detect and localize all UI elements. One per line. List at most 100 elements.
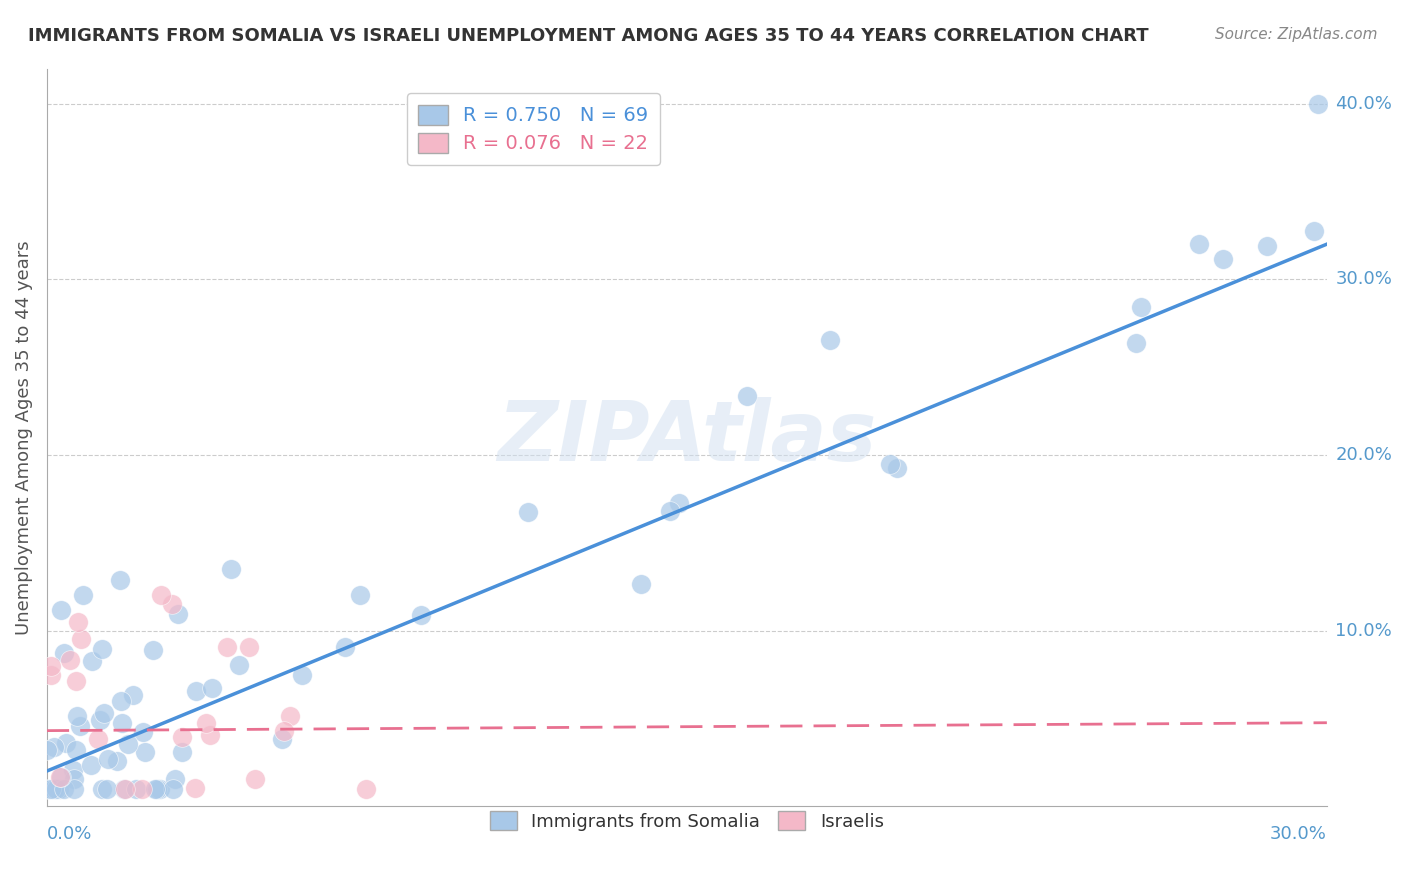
Point	[79, 757, 101, 772]
Point	[45, 781, 67, 796]
Text: 30.0%: 30.0%	[1336, 270, 1392, 288]
Point	[162, 597, 184, 611]
Point	[886, 461, 908, 475]
Point	[96, 781, 118, 796]
Point	[65, 674, 87, 689]
Point	[149, 781, 172, 796]
Point	[1125, 336, 1147, 351]
Point	[122, 688, 145, 702]
Point	[1212, 252, 1234, 266]
Point	[91, 781, 114, 796]
Point	[184, 780, 207, 795]
Point	[820, 333, 842, 347]
Point	[132, 724, 155, 739]
Point	[49, 770, 72, 784]
Point	[49, 603, 72, 617]
Point	[238, 640, 260, 655]
Point	[80, 654, 103, 668]
Point	[1302, 224, 1324, 238]
Legend: Immigrants from Somalia, Israelis: Immigrants from Somalia, Israelis	[479, 800, 894, 841]
Point	[150, 588, 173, 602]
Point	[66, 708, 89, 723]
Point	[411, 608, 433, 623]
Point	[44, 781, 66, 796]
Point	[89, 714, 111, 728]
Point	[195, 715, 218, 730]
Point	[117, 737, 139, 751]
Point	[42, 739, 65, 754]
Point	[278, 709, 301, 723]
Text: Source: ZipAtlas.com: Source: ZipAtlas.com	[1215, 27, 1378, 42]
Point	[228, 658, 250, 673]
Point	[108, 573, 131, 587]
Point	[69, 719, 91, 733]
Point	[93, 706, 115, 721]
Point	[49, 770, 72, 784]
Point	[291, 667, 314, 681]
Point	[167, 607, 190, 622]
Point	[112, 781, 135, 796]
Point	[1188, 237, 1211, 252]
Text: 20.0%: 20.0%	[1336, 446, 1392, 464]
Point	[37, 781, 59, 796]
Point	[55, 736, 77, 750]
Point	[39, 658, 62, 673]
Point	[131, 781, 153, 796]
Point	[63, 781, 86, 796]
Point	[333, 640, 356, 654]
Point	[134, 745, 156, 759]
Point	[172, 745, 194, 759]
Point	[349, 588, 371, 602]
Point	[97, 751, 120, 765]
Point	[69, 632, 91, 647]
Point	[91, 641, 114, 656]
Text: 10.0%: 10.0%	[1336, 622, 1392, 640]
Point	[52, 646, 75, 660]
Point	[658, 504, 681, 518]
Point	[517, 505, 540, 519]
Point	[114, 781, 136, 796]
Point	[162, 781, 184, 796]
Text: 40.0%: 40.0%	[1336, 95, 1392, 112]
Point	[110, 694, 132, 708]
Point	[59, 653, 82, 667]
Point	[67, 615, 90, 629]
Point	[143, 781, 166, 796]
Point	[198, 728, 221, 742]
Point	[1130, 300, 1153, 314]
Point	[186, 684, 208, 698]
Point	[1256, 239, 1278, 253]
Point	[879, 457, 901, 471]
Point	[1308, 96, 1330, 111]
Y-axis label: Unemployment Among Ages 35 to 44 years: Unemployment Among Ages 35 to 44 years	[15, 240, 32, 634]
Text: IMMIGRANTS FROM SOMALIA VS ISRAELI UNEMPLOYMENT AMONG AGES 35 TO 44 YEARS CORREL: IMMIGRANTS FROM SOMALIA VS ISRAELI UNEMP…	[28, 27, 1149, 45]
Point	[62, 763, 84, 777]
Point	[48, 781, 70, 796]
Text: 30.0%: 30.0%	[1270, 824, 1327, 843]
Point	[630, 576, 652, 591]
Point	[201, 681, 224, 696]
Point	[271, 732, 294, 747]
Point	[65, 743, 87, 757]
Point	[243, 772, 266, 786]
Point	[52, 781, 75, 796]
Point	[735, 389, 758, 403]
Point	[165, 772, 187, 787]
Point	[39, 668, 62, 682]
Point	[142, 643, 165, 657]
Point	[111, 715, 134, 730]
Point	[86, 732, 108, 747]
Point	[145, 781, 167, 796]
Point	[125, 781, 148, 796]
Point	[219, 562, 242, 576]
Point	[273, 724, 295, 739]
Point	[354, 781, 377, 796]
Point	[72, 588, 94, 602]
Point	[107, 755, 129, 769]
Point	[39, 781, 62, 796]
Text: ZIPAtlas: ZIPAtlas	[498, 397, 876, 478]
Point	[37, 742, 59, 756]
Point	[63, 772, 86, 786]
Point	[172, 730, 194, 744]
Point	[217, 640, 239, 654]
